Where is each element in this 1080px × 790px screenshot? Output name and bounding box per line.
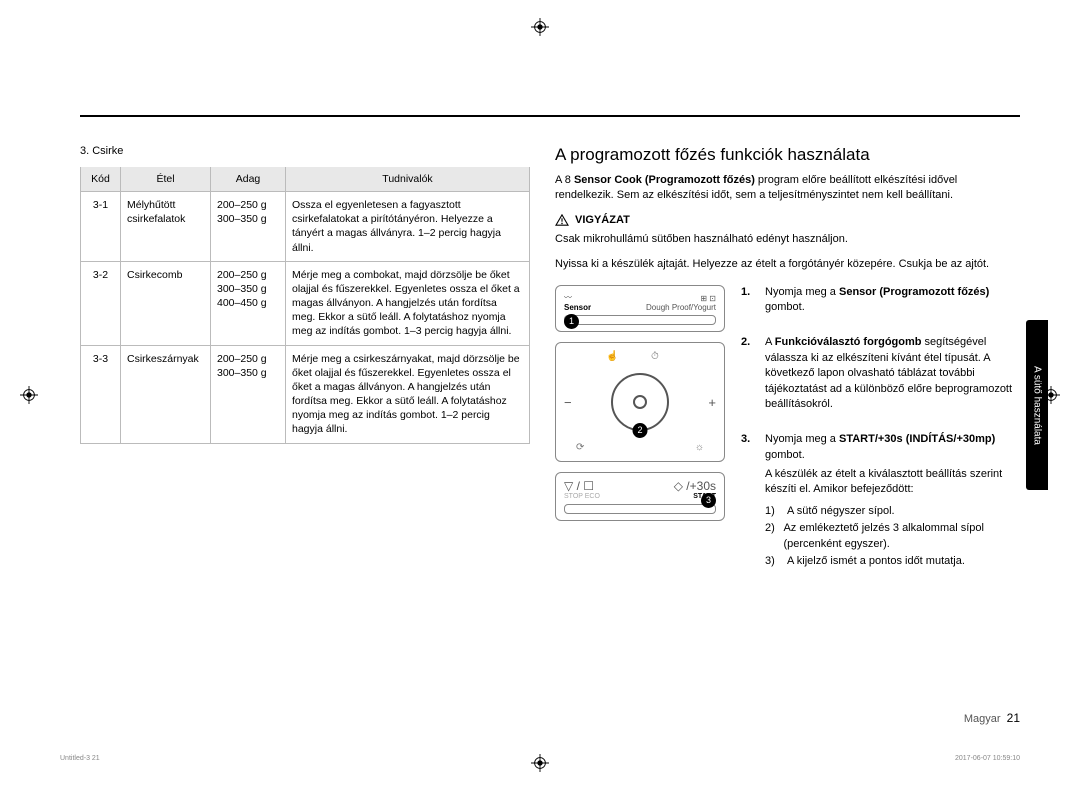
dial-icon-tl: ☝ <box>606 351 618 362</box>
step-body: A Funkcióválasztó forgógomb segítségével… <box>765 335 1015 412</box>
table-row: 3-3Csirkeszárnyak200–250 g300–350 gMérje… <box>81 345 530 443</box>
start-symbol: ◇ /+30s <box>674 479 716 493</box>
right-column: A programozott főzés funkciók használata… <box>555 145 1015 591</box>
food-table: Kód Étel Adag Tudnivalók 3-1Mélyhűtött c… <box>80 167 530 444</box>
section-title: A programozott főzés funkciók használata <box>555 145 1015 165</box>
step-number: 1. <box>741 285 755 316</box>
table-row: 3-1Mélyhűtött csirkefalatok200–250 g300–… <box>81 192 530 262</box>
step: 1. Nyomja meg a Sensor (Programozott főzé… <box>741 285 1015 316</box>
sensor-sublabel: Dough Proof/Yogurt <box>646 303 716 312</box>
footer-page-number: 21 <box>1007 711 1020 725</box>
step-number: 2. <box>741 335 755 412</box>
left-column: 3. Csirke Kód Étel Adag Tudnivalók 3-1Mé… <box>80 145 530 444</box>
caution-heading: VIGYÁZAT <box>555 214 1015 226</box>
cell-code: 3-3 <box>81 345 121 443</box>
caution-line-1: Csak mikrohullámú sütőben használható ed… <box>555 232 1015 247</box>
step: 3.Nyomja meg a START/+30s (INDÍTÁS/+30mp… <box>741 432 1015 571</box>
cell-info: Mérje meg a combokat, majd dörzsölje be … <box>286 261 530 345</box>
registration-mark-bottom <box>531 754 549 772</box>
stop-symbol: ▽ / ☐ <box>564 479 594 493</box>
table-header-row: Kód Étel Adag Tudnivalók <box>81 167 530 192</box>
step-body: Nyomja meg a Sensor (Programozott főzés)… <box>765 285 1015 316</box>
cell-food: Csirkeszárnyak <box>121 345 211 443</box>
dial-icon-br: ☼ <box>695 442 704 453</box>
steps-wrap: 〰 ⊞ ⊡ Sensor Dough Proof/Yogurt 1 ☝ ⏱ − … <box>555 285 1015 592</box>
intro-bold: Sensor Cook (Programozott főzés) <box>574 174 755 186</box>
dial-icon-bl: ⟳ <box>576 442 584 453</box>
step: 2.A Funkcióválasztó forgógomb segítségév… <box>741 335 1015 412</box>
table-row: 3-2Csirkecomb200–250 g300–350 g400–450 g… <box>81 261 530 345</box>
warning-icon <box>555 214 569 226</box>
col-food: Étel <box>121 167 211 192</box>
page-footer: Magyar 21 <box>964 711 1020 725</box>
intro-pre: A 8 <box>555 174 574 186</box>
cell-info: Ossza el egyenletesen a fagyasztott csir… <box>286 192 530 262</box>
panel-dial: ☝ ⏱ − + ⟳ ☼ 2 <box>555 342 725 462</box>
top-rule <box>80 115 1020 117</box>
cell-portion: 200–250 g300–350 g <box>211 192 286 262</box>
dial-icon-tr: ⏱ <box>651 351 659 362</box>
step-number: 3. <box>741 432 755 571</box>
side-tab: A sütő használata <box>1026 320 1048 490</box>
caution-label: VIGYÁZAT <box>575 214 630 226</box>
step-sub-item: 3)A kijelző ismét a pontos időt mutatja. <box>765 554 1015 569</box>
cell-food: Csirkecomb <box>121 261 211 345</box>
cell-portion: 200–250 g300–350 g400–450 g <box>211 261 286 345</box>
caution-line-2: Nyissa ki a készülék ajtaját. Helyezze a… <box>555 257 1015 272</box>
steps-text: 1. Nyomja meg a Sensor (Programozott főzé… <box>741 285 1015 592</box>
panel-sensor: 〰 ⊞ ⊡ Sensor Dough Proof/Yogurt 1 <box>555 285 725 332</box>
step-badge-1: 1 <box>564 314 579 329</box>
imprint-right: 2017-06-07 10:59:10 <box>955 755 1020 762</box>
registration-mark-left <box>20 386 38 404</box>
step-sub-item: 2)Az emlékeztető jelzés 3 alkalommal síp… <box>765 521 1015 552</box>
cell-info: Mérje meg a csirkeszárnyakat, majd dörzs… <box>286 345 530 443</box>
cell-code: 3-2 <box>81 261 121 345</box>
col-code: Kód <box>81 167 121 192</box>
dial-minus: − <box>564 395 572 410</box>
step-sub-item: 1)A sütő négyszer sípol. <box>765 504 1015 519</box>
cell-portion: 200–250 g300–350 g <box>211 345 286 443</box>
col-portion: Adag <box>211 167 286 192</box>
intro-paragraph: A 8 Sensor Cook (Programozott főzés) pro… <box>555 173 1015 204</box>
section-label: 3. Csirke <box>80 145 530 157</box>
dial-plus: + <box>708 395 716 410</box>
step-badge-2: 2 <box>633 423 648 438</box>
col-info: Tudnivalók <box>286 167 530 192</box>
registration-mark-top <box>531 18 549 36</box>
panel-start: ▽ / ☐ ◇ /+30s STOP ECO START 3 <box>555 472 725 521</box>
imprint-left: Untitled-3 21 <box>60 755 100 762</box>
control-panel-column: 〰 ⊞ ⊡ Sensor Dough Proof/Yogurt 1 ☝ ⏱ − … <box>555 285 725 592</box>
cell-code: 3-1 <box>81 192 121 262</box>
footer-lang: Magyar <box>964 713 1001 725</box>
sensor-label: Sensor <box>564 303 591 312</box>
cell-food: Mélyhűtött csirkefalatok <box>121 192 211 262</box>
stop-label: STOP ECO <box>564 493 600 500</box>
step-badge-3: 3 <box>701 493 716 508</box>
step-body: Nyomja meg a START/+30s (INDÍTÁS/+30mp) … <box>765 432 1015 571</box>
